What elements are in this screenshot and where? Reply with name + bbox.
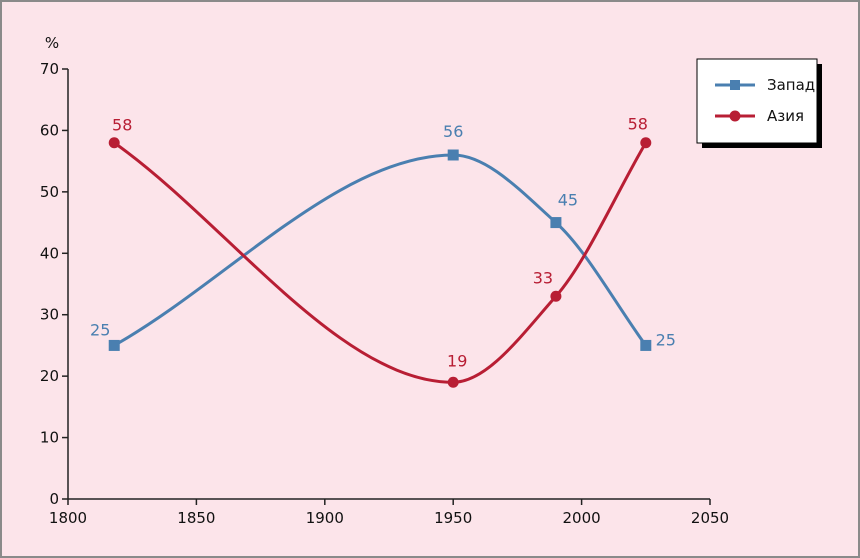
y-tick-label: 20 [40,367,59,385]
legend-label-west: Запад [767,76,815,94]
legend: Запад Азия [696,58,822,148]
y-tick-label: 60 [40,121,59,139]
x-tick-label: 1800 [49,509,87,527]
legend-label-asia: Азия [767,107,804,125]
series-1-marker [640,137,652,149]
x-tick-label: 1950 [434,509,472,527]
x-tick-label: 2000 [563,509,601,527]
series-layer: 25 56 45 25 58 19 33 58 [90,115,676,388]
series-1-data-label: 58 [628,115,648,134]
series-0-data-label: 45 [558,191,578,210]
y-tick-label: 30 [40,306,59,324]
y-tick-label: 40 [40,244,59,262]
series-1-data-label: 19 [447,351,467,370]
series-0-marker [550,217,562,229]
x-tick-label: 2050 [691,509,729,527]
series-0-data-label: 25 [656,330,676,349]
y-tick-label: 10 [40,429,59,447]
y-axis-label: % [45,34,59,52]
series-1-data-label: 58 [112,116,132,135]
series-0-marker [108,339,120,351]
x-tick-label: 1850 [177,509,215,527]
series-line-0 [113,153,648,347]
y-tick-label: 70 [40,60,59,78]
series-0-data-label: 56 [443,122,463,141]
axes: 0 10 20 30 40 50 60 70 1800 1850 1900 1950 2000 2050% [40,34,729,527]
series-line-1 [113,141,648,384]
series-1-data-label: 33 [533,268,553,287]
legend-marker-west [730,80,740,90]
series-0-marker [447,149,459,161]
series-0-marker [640,339,652,351]
y-tick-label: 0 [49,490,59,508]
series-1-marker [108,137,120,149]
series-1-marker [550,290,562,302]
x-tick-label: 1900 [306,509,344,527]
y-tick-label: 50 [40,183,59,201]
series-0-data-label: 25 [90,320,110,339]
legend-box [696,58,818,144]
legend-marker-asia [729,110,741,122]
series-1-marker [447,376,459,388]
